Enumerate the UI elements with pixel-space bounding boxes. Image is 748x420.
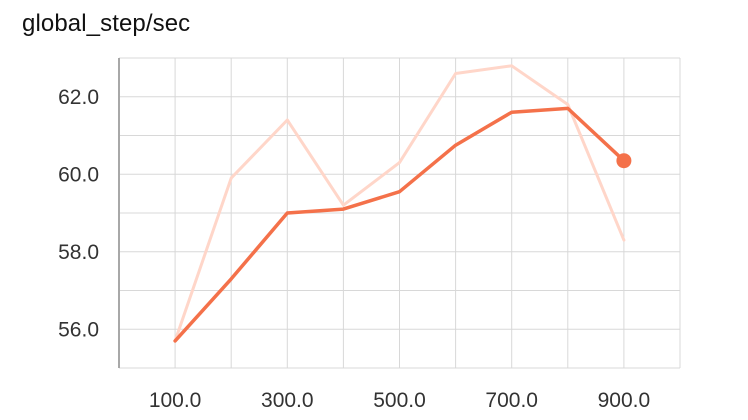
- series-end-marker: [616, 153, 632, 169]
- x-tick-label: 300.0: [261, 389, 314, 412]
- raw-series-line: [173, 64, 626, 343]
- series: [173, 64, 632, 343]
- smoothed-series-line: [173, 106, 626, 343]
- y-tick-label: 56.0: [58, 318, 99, 341]
- grid: [119, 57, 681, 369]
- x-tick-label: 700.0: [485, 389, 538, 412]
- chart-title: global_step/sec: [22, 10, 191, 37]
- y-tick-label: 62.0: [58, 86, 99, 109]
- y-tick-label: 58.0: [58, 241, 99, 264]
- x-tick-label: 100.0: [149, 389, 202, 412]
- tick-labels: 56.0 58.0 60.0 62.0 100.0 300.0 500.0 700.0 900.…: [58, 86, 650, 412]
- x-tick-label: 500.0: [373, 389, 426, 412]
- y-tick-label: 60.0: [58, 163, 99, 186]
- x-tick-label: 900.0: [598, 389, 651, 412]
